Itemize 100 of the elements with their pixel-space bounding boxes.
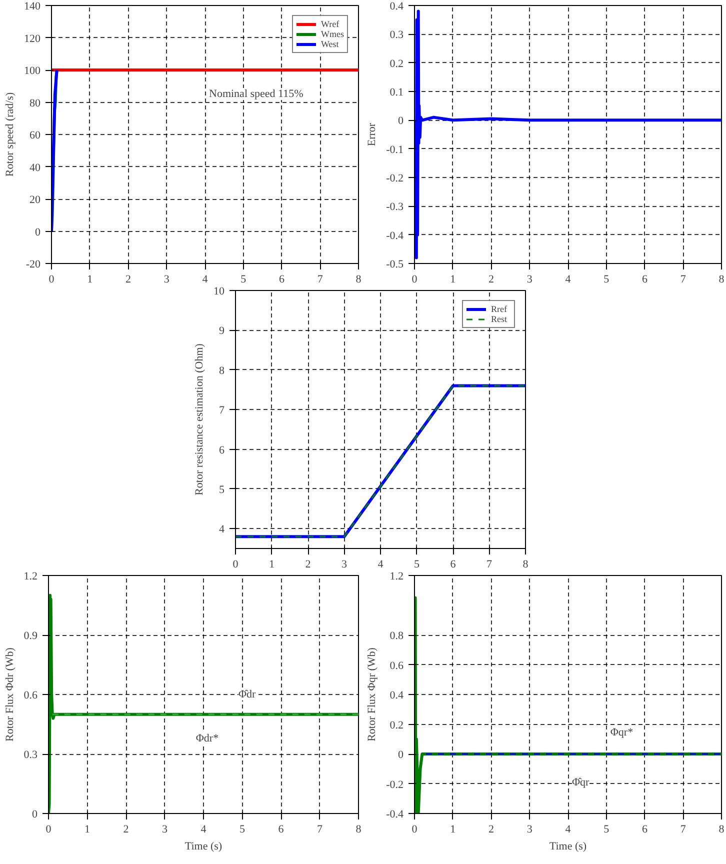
y-tick-label: 7 (219, 404, 225, 417)
y-tick-label: 0 (398, 115, 404, 128)
x-tick-label: 0 (232, 558, 239, 570)
x-tick-label: 4 (565, 824, 572, 836)
x-axis-title: Time (s) (549, 840, 587, 852)
y-tick-label: 100 (24, 65, 41, 77)
x-tick-label: 7 (680, 824, 686, 836)
annotation: Φ̂dr (238, 688, 256, 700)
x-tick-label: 6 (642, 824, 648, 836)
y-tick-label: 8 (219, 364, 225, 377)
x-tick-label: 1 (450, 274, 456, 286)
legend-label: Wmes (321, 29, 344, 39)
y-tick-label: 120 (24, 32, 41, 45)
legend-label: West (321, 39, 340, 49)
y-axis-title: Rotor resistance estimation (Ohm) (194, 343, 206, 496)
x-tick-label: 4 (202, 274, 208, 286)
y-tick-label: -0.2 (386, 172, 404, 184)
y-tick-label: 5 (219, 484, 225, 496)
y-tick-label: -0.4 (386, 230, 404, 242)
x-tick-label: 5 (240, 824, 246, 836)
y-tick-label: 20 (30, 194, 41, 206)
x-tick-label: 2 (123, 824, 129, 836)
y-tick-label: 0.4 (390, 0, 404, 12)
x-tick-label: 0 (48, 274, 55, 286)
x-tick-label: 7 (486, 558, 492, 570)
x-tick-label: 8 (356, 274, 362, 286)
y-tick-label: 60 (30, 130, 41, 142)
y-tick-label: 0.1 (390, 86, 404, 98)
x-tick-label: 1 (269, 558, 274, 570)
x-tick-label: 7 (680, 274, 686, 286)
x-tick-label: 3 (526, 274, 533, 286)
y-tick-label: 0.2 (390, 58, 404, 70)
y-tick-label: 9 (219, 325, 225, 338)
x-tick-label: 8 (356, 824, 362, 836)
annotation: Φ̂qr (572, 776, 590, 788)
x-tick-label: 6 (642, 274, 648, 286)
y-tick-label: -0.3 (386, 201, 404, 214)
x-tick-label: 5 (604, 274, 610, 286)
x-tick-label: 2 (488, 274, 494, 286)
y-axis-title: Rotor Flux Φdr (Wb) (4, 647, 16, 742)
y-tick-label: 0.2 (390, 719, 404, 732)
x-tick-label: 8 (718, 274, 725, 286)
x-tick-label: 8 (718, 824, 725, 836)
x-tick-label: 4 (565, 274, 572, 286)
annotation: Nominal speed 115% (209, 88, 304, 100)
x-tick-label: 5 (240, 274, 247, 286)
y-tick-label: -0.4 (386, 808, 404, 820)
annotation: Φdr* (196, 732, 219, 744)
legend-label: Rref (491, 304, 508, 314)
x-tick-label: 8 (522, 558, 529, 570)
y-tick-label: 40 (30, 162, 41, 174)
x-tick-label: 0 (46, 824, 52, 836)
x-tick-label: 5 (414, 558, 420, 570)
x-tick-label: 5 (604, 824, 610, 836)
x-tick-label: 3 (526, 824, 533, 836)
y-tick-label: -0.5 (386, 258, 404, 270)
y-tick-label: 0.8 (390, 630, 404, 642)
x-tick-label: 7 (317, 274, 324, 286)
x-tick-label: 7 (317, 824, 323, 836)
x-tick-label: 1 (87, 274, 93, 286)
x-tick-label: 0 (412, 274, 418, 286)
x-tick-label: 4 (378, 558, 384, 570)
y-tick-label: 0.3 (390, 29, 404, 42)
y-tick-label: 0.3 (24, 749, 38, 761)
x-tick-label: 0 (412, 824, 418, 836)
x-tick-label: 3 (164, 274, 170, 286)
line-series (52, 68, 58, 233)
y-tick-label: 140 (24, 0, 41, 12)
x-tick-label: 4 (200, 824, 207, 836)
x-tick-label: 1 (84, 824, 90, 836)
legend-label: Wref (321, 19, 340, 29)
y-axis-title: Rotor Flux Φqr (Wb) (366, 647, 378, 742)
x-tick-label: 6 (450, 558, 456, 570)
y-tick-label: 0.6 (24, 690, 38, 702)
x-tick-label: 2 (305, 558, 311, 570)
x-tick-label: 2 (488, 824, 494, 836)
y-tick-label: 0.4 (390, 690, 404, 702)
y-tick-label: -0.1 (386, 144, 404, 156)
y-tick-label: 6 (219, 444, 225, 456)
y-tick-label: 0 (398, 749, 404, 761)
legend-label: Rest (491, 314, 508, 324)
y-axis-title: Rotor speed (rad/s) (4, 92, 16, 177)
y-tick-label: 1.2 (24, 570, 38, 582)
line-series (414, 10, 722, 260)
y-tick-label: 0.6 (390, 660, 404, 672)
y-tick-label: 0 (32, 808, 38, 820)
x-tick-label: 3 (162, 824, 168, 836)
y-tick-label: 4 (219, 524, 225, 536)
annotation: Φqr* (610, 726, 634, 739)
y-tick-label: 0.9 (24, 630, 38, 642)
y-tick-label: 80 (30, 97, 41, 110)
y-tick-label: -20 (26, 258, 41, 270)
y-axis-title: Error (366, 122, 378, 146)
x-tick-label: 6 (278, 824, 284, 836)
y-tick-label: 10 (214, 286, 225, 298)
x-tick-label: 6 (279, 274, 285, 286)
x-tick-label: 3 (342, 558, 348, 570)
y-tick-label: -0.2 (386, 778, 404, 791)
y-tick-label: 0 (35, 226, 41, 238)
x-tick-label: 2 (126, 274, 131, 286)
